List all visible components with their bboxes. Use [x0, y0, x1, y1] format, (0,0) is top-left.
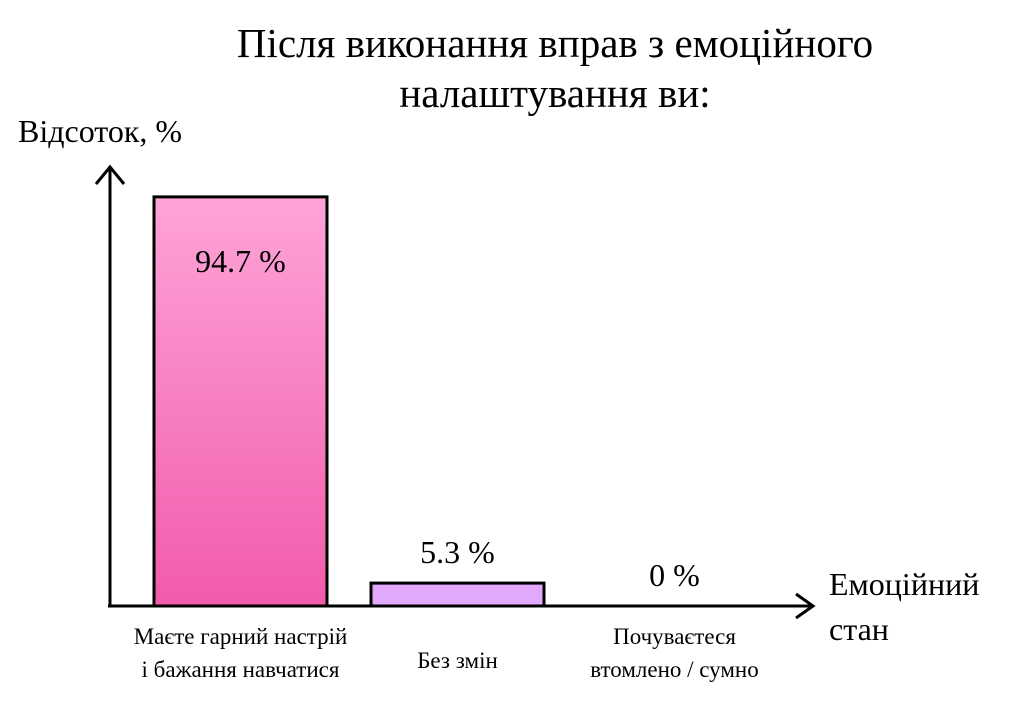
category-label-3-line-2: втомлено / сумно — [590, 657, 759, 682]
value-label-2: 5.3 % — [420, 534, 495, 570]
bar-2 — [369, 581, 546, 608]
bar-1 — [152, 195, 329, 608]
x-axis-label-line-2: стан — [829, 611, 889, 647]
value-label-3: 0 % — [649, 557, 700, 593]
x-axis — [108, 592, 816, 620]
value-label-1: 94.7 % — [195, 243, 286, 279]
y-axis-arrowhead — [94, 164, 126, 185]
category-label-1-line-2: і бажання навчатися — [142, 657, 340, 682]
chart-title-line-1: Після виконання вправ з емоційного — [237, 20, 873, 66]
x-axis-label-line-1: Емоційний — [829, 566, 979, 602]
y-axis — [94, 164, 126, 607]
chart-title-line-2: налаштування ви: — [399, 70, 710, 116]
category-label-1-line-1: Маєте гарний настрій — [134, 624, 348, 649]
x-axis-arrowhead — [795, 592, 816, 620]
y-axis-label: Відсоток, % — [18, 113, 182, 149]
category-label-3-line-1: Почуваєтеся — [613, 624, 736, 649]
category-label-2-line-1: Без змін — [417, 648, 498, 673]
